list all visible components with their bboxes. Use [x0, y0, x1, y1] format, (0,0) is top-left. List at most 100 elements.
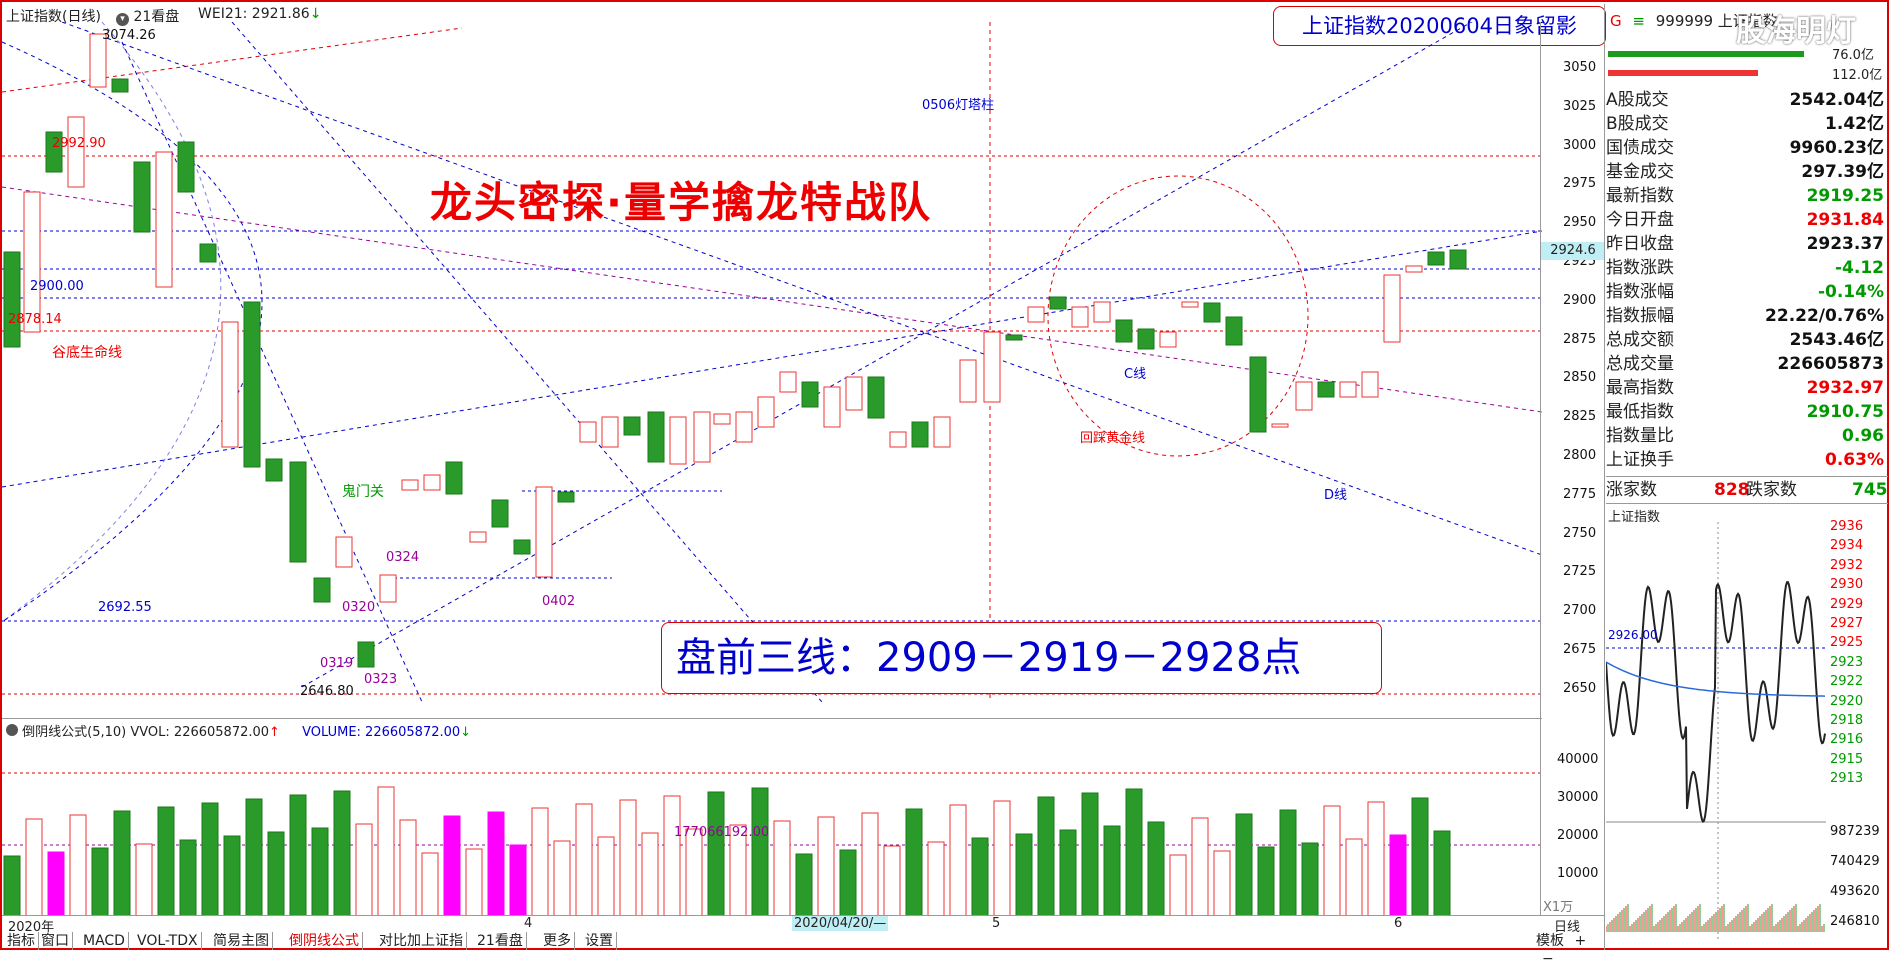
volume-bar: [289, 794, 307, 916]
candle: [1295, 381, 1313, 411]
g-label: G: [1610, 12, 1622, 30]
volume-chart[interactable]: [2, 738, 1542, 916]
quote-row: 最低指数 2910.75: [1606, 400, 1888, 424]
volume-bar-red: [1608, 70, 1758, 76]
quote-row-value: 2923.37: [1806, 234, 1884, 254]
quote-row-label: 上证换手: [1606, 450, 1674, 470]
mini-axis-label: 2915: [1830, 751, 1864, 767]
price-axis-label: 3025: [1563, 98, 1597, 114]
volume-bar: [179, 839, 197, 916]
candle: [1005, 334, 1023, 341]
mini-ref-price: 2926.00: [1608, 628, 1658, 642]
volume-bar: [1257, 846, 1275, 916]
volume-bar: [531, 807, 549, 916]
candle: [557, 491, 575, 503]
volume-bar: [795, 853, 813, 916]
gear-icon: [6, 724, 18, 736]
volume-bar: [619, 799, 637, 916]
tab-7[interactable]: 21看盘: [474, 932, 527, 950]
quote-header: G ≡ 999999 上证指数: [1610, 10, 1778, 31]
volume-bar: [465, 848, 483, 916]
volume-bar: [223, 835, 241, 916]
x-axis-month: 5: [992, 916, 1001, 931]
tab-1[interactable]: 窗口: [38, 932, 73, 950]
candle: [735, 411, 753, 443]
price-axis-label: 2975: [1563, 176, 1597, 192]
tab-8[interactable]: 更多: [540, 932, 575, 950]
quote-row-value: 22.22/0.76%: [1765, 306, 1884, 326]
quote-row-label: 指数量比: [1606, 426, 1674, 446]
quote-row-label: 指数涨幅: [1606, 282, 1674, 302]
annotation-2992: 2992.90: [52, 136, 106, 151]
volume-bar: [1279, 809, 1297, 916]
volume-bar: [993, 800, 1011, 916]
stock-code: 999999 上证指数: [1655, 12, 1778, 30]
volume-bar: [377, 786, 395, 916]
intraday-lines: [1606, 581, 1826, 932]
tab-6[interactable]: 对比加上证指: [376, 932, 467, 950]
tab-0[interactable]: 指标: [4, 932, 39, 950]
intraday-chart[interactable]: [1606, 522, 1826, 942]
quote-row-value: 226605873: [1777, 354, 1884, 374]
remove-tab-button[interactable]: −: [1542, 951, 1554, 967]
tab-3[interactable]: VOL-TDX: [134, 932, 202, 950]
vol-axis-label: 20000: [1557, 828, 1599, 843]
mini-vol-label: 987239: [1830, 824, 1880, 839]
volume-bar: [927, 841, 945, 916]
chart-title: 上证指数(日线): [6, 9, 101, 25]
annotation-gudi: 谷底生命线: [52, 345, 122, 361]
candle: [513, 539, 531, 555]
x-axis-month: 6: [1394, 916, 1403, 931]
quote-row-value: 2910.75: [1806, 402, 1884, 422]
candle: [889, 431, 907, 448]
candlestick-chart[interactable]: [2, 22, 1542, 722]
up-count-label: 涨家数: [1606, 480, 1657, 500]
candle: [1383, 274, 1401, 343]
mini-axis-label: 2934: [1830, 538, 1864, 554]
volume-bar: [421, 852, 439, 916]
down-count-label: 跌家数: [1746, 480, 1797, 500]
down-count-value: 745: [1852, 480, 1888, 500]
candle: [801, 381, 819, 408]
candle: [713, 413, 731, 425]
candle: [357, 641, 375, 668]
tab-4[interactable]: 简易主图: [210, 932, 273, 950]
x-axis-month: 4: [524, 916, 533, 931]
candle: [1317, 381, 1335, 398]
quote-row-label: 总成交量: [1606, 354, 1674, 374]
tab-9[interactable]: 设置: [582, 932, 617, 950]
volume-bars-group: [3, 786, 1451, 916]
menu-icon[interactable]: ≡: [1632, 12, 1645, 30]
tab-2[interactable]: MACD: [80, 932, 129, 950]
candle: [67, 116, 85, 188]
candles-group: [3, 33, 1467, 668]
period-label[interactable]: 日线: [1554, 920, 1581, 935]
volume-formula-header[interactable]: 倒阴线公式(5,10) VVOL: 226605872.00↑ VOLUME: …: [6, 721, 471, 740]
mini-vol-label: 246810: [1830, 914, 1880, 929]
candle: [1181, 301, 1199, 308]
breadth-row: 涨家数 828 跌家数 745: [1606, 476, 1888, 504]
tab-5[interactable]: 倒阴线公式: [286, 932, 363, 950]
candle: [243, 301, 261, 468]
candle: [199, 243, 217, 263]
price-axis-label: 2700: [1563, 603, 1597, 619]
candle: [1027, 306, 1045, 323]
quote-row-value: 297.39亿: [1801, 162, 1884, 182]
volume-bar: [817, 816, 835, 916]
candle: [1225, 316, 1243, 346]
template-tab[interactable]: 模板: [1536, 933, 1564, 949]
price-axis-label: 2825: [1563, 409, 1597, 425]
view-mode-dropdown[interactable]: ▾ 21看盘: [116, 6, 179, 26]
candle: [1405, 265, 1423, 273]
annotation-lighthouse: 0506灯塔柱: [922, 98, 995, 113]
candle: [401, 479, 419, 491]
add-tab-button[interactable]: +: [1574, 933, 1587, 949]
banner-title: 龙头密探·量学擒龙特战队: [430, 178, 932, 227]
price-axis-label: 2950: [1563, 215, 1597, 231]
price-axis: 3050 3025 3000 2975 2950 2925 2900 2875 2850 2825…: [1540, 22, 1605, 722]
quote-row-label: B股成交: [1606, 114, 1669, 134]
candle: [469, 531, 487, 543]
arrow-down-icon: ↓: [309, 6, 322, 22]
price-axis-label: 2675: [1563, 642, 1597, 657]
